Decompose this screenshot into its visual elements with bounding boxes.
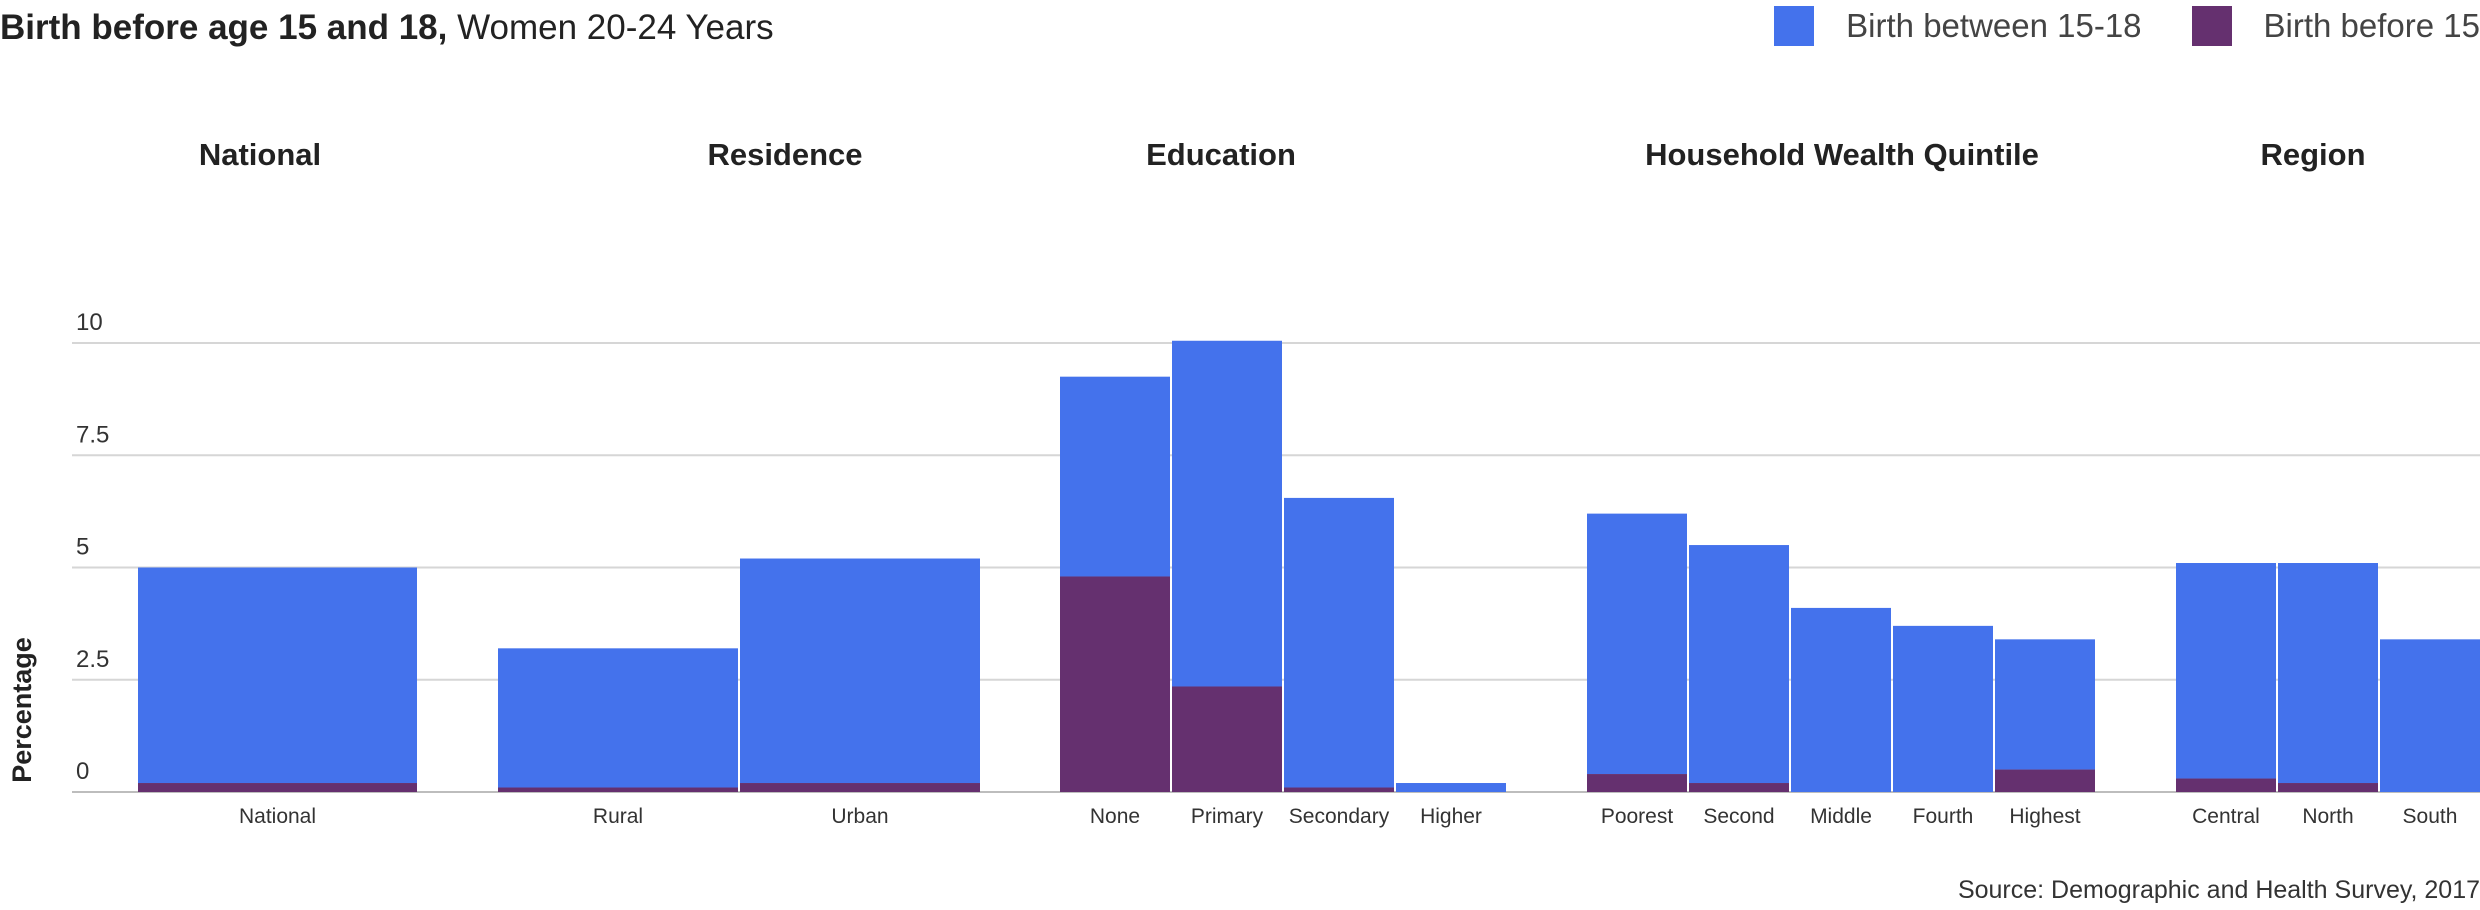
bar-before-15: [1689, 783, 1789, 792]
x-tick-label: Higher: [1420, 805, 1482, 828]
chart-title: Birth before age 15 and 18, Women 20-24 …: [0, 8, 774, 48]
source-note: Source: Demographic and Health Survey, 2…: [1957, 876, 2480, 904]
group-header: Region: [2260, 137, 2365, 172]
bar-between-15-18: [1396, 783, 1506, 792]
chart-title-bold: Birth before age 15 and 18,: [0, 8, 448, 47]
bar-before-15: [1587, 774, 1687, 792]
x-tick-label: Fourth: [1913, 805, 1974, 828]
bar-between-15-18: [498, 648, 738, 788]
x-tick-label: South: [2403, 805, 2458, 828]
x-tick-label: Highest: [2009, 805, 2080, 828]
bar-between-15-18: [740, 558, 980, 784]
bar-between-15-18: [1060, 376, 1170, 577]
bar-between-15-18: [1172, 340, 1282, 687]
x-tick-label: Second: [1703, 805, 1774, 828]
bar-between-15-18: [1587, 513, 1687, 775]
legend-label-between-15-18: Birth between 15-18: [1846, 7, 2142, 44]
bar-before-15: [2278, 783, 2378, 792]
x-tick-label: National: [239, 805, 316, 828]
bar-before-15: [498, 787, 738, 792]
x-tick-label: Poorest: [1601, 805, 1674, 828]
x-tick-label: Urban: [831, 805, 888, 828]
bar-before-15: [1060, 576, 1170, 792]
y-tick-label: 2.5: [76, 646, 109, 673]
bar-before-15: [1284, 787, 1394, 792]
bar-between-15-18: [1893, 625, 1993, 792]
y-tick-label: 7.5: [76, 421, 109, 448]
group-header: Household Wealth Quintile: [1645, 137, 2039, 172]
y-tick-label: 0: [76, 758, 89, 785]
bar-between-15-18: [2176, 563, 2276, 779]
bar-before-15: [740, 783, 980, 792]
y-axis-label: Percentage: [7, 637, 37, 783]
x-tick-label: Secondary: [1289, 805, 1390, 828]
bar-before-15: [138, 783, 417, 792]
bar-between-15-18: [2278, 563, 2378, 784]
bar-between-15-18: [1995, 639, 2095, 770]
x-tick-label: None: [1090, 805, 1140, 828]
x-tick-label: Rural: [593, 805, 643, 828]
bar-between-15-18: [1791, 607, 1891, 792]
legend-swatch-before-15: [2191, 6, 2232, 46]
legend: Birth between 15-18 Birth before 15: [1724, 6, 2480, 46]
x-tick-label: Central: [2192, 805, 2260, 828]
x-tick-label: North: [2302, 805, 2353, 828]
legend-label-before-15: Birth before 15: [2263, 7, 2480, 44]
legend-swatch-between-15-18: [1774, 6, 1815, 46]
bar-between-15-18: [1284, 497, 1394, 788]
legend-item-before-15: Birth before 15: [2191, 6, 2480, 46]
group-header: National: [199, 137, 321, 172]
y-tick-label: 5: [76, 534, 89, 561]
bar-before-15: [1995, 769, 2095, 792]
bar-between-15-18: [1689, 545, 1789, 784]
legend-item-between-15-18: Birth between 15-18: [1774, 6, 2142, 46]
group-header: Residence: [707, 137, 862, 172]
chart-title-rest: Women 20-24 Years: [447, 8, 774, 47]
y-tick-label: 10: [76, 309, 103, 336]
x-tick-label: Primary: [1191, 805, 1264, 828]
bar-between-15-18: [138, 567, 417, 784]
bar-between-15-18: [2380, 639, 2480, 792]
x-tick-label: Middle: [1810, 805, 1872, 828]
group-header: Education: [1146, 137, 1296, 172]
bar-before-15: [1172, 686, 1282, 792]
bar-before-15: [2176, 778, 2276, 792]
